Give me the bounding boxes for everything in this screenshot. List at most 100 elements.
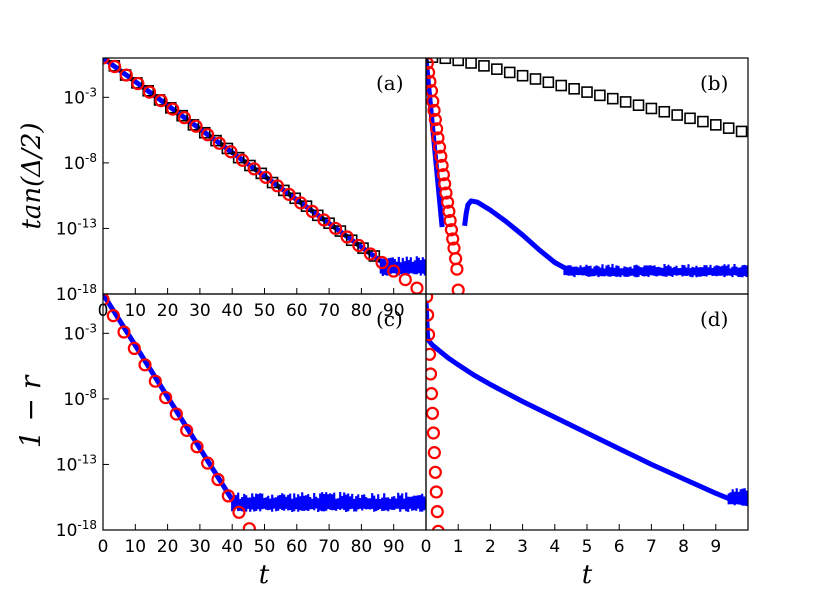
x-tick-label-c-3: 30 — [189, 537, 211, 557]
y-tick-label-c-3: 10-18 — [56, 518, 97, 541]
theory-circle-c-13 — [232, 505, 246, 519]
theory-circle-b-17 — [443, 213, 457, 228]
theory-circle-b-10 — [434, 149, 448, 163]
theory-circle-c-6 — [159, 390, 173, 405]
theory-square-b-14 — [606, 92, 619, 105]
y-tick-label-c-1: 10-8 — [63, 387, 97, 410]
theory-circle-a-17 — [294, 196, 308, 210]
y-tick-label-a-1: 10-8 — [63, 151, 97, 174]
x-tick-label-d-0: 0 — [421, 537, 432, 557]
x-tick-label-a-0: 0 — [98, 301, 109, 321]
x-tick-label-c-2: 20 — [157, 537, 179, 557]
theory-circle-d-0 — [426, 294, 434, 304]
theory-circle-c-0 — [103, 294, 110, 306]
x-tick-label-a-6: 60 — [286, 301, 308, 321]
theory-circle-b-9 — [432, 140, 447, 154]
panel-c-label: (c) — [376, 307, 403, 331]
x-tick-label-d-7: 7 — [646, 537, 657, 557]
x-tick-label-c-4: 40 — [221, 537, 243, 557]
x-tick-label-d-1: 1 — [453, 537, 464, 557]
theory-circle-d-12 — [431, 524, 445, 530]
theory-circle-c-2 — [117, 325, 131, 339]
theory-square-b-8 — [529, 73, 542, 85]
x-axis-label-right: t — [582, 560, 593, 590]
panel-a-data — [103, 58, 426, 294]
theory-circle-b-16 — [442, 204, 456, 218]
theory-circle-d-10 — [429, 485, 443, 499]
theory-square-b-19 — [671, 109, 683, 121]
panel-c-data — [103, 294, 426, 530]
x-tick-label-d-6: 6 — [614, 537, 625, 557]
theory-circle-a-8 — [189, 119, 203, 133]
x-tick-label-d-2: 2 — [485, 537, 496, 557]
y-tick-label-a-3: 10-18 — [56, 282, 97, 305]
theory-circle-b-18 — [444, 223, 459, 237]
numeric-line-c-0 — [103, 294, 235, 502]
theory-circle-c-10 — [201, 456, 215, 470]
theory-square-b-24 — [735, 125, 748, 138]
theory-square-b-16 — [632, 99, 645, 111]
theory-circle-b-8 — [431, 131, 445, 145]
theory-circle-b-19 — [446, 232, 460, 246]
x-tick-label-a-1: 10 — [124, 301, 146, 321]
panel-a-label: (a) — [376, 71, 404, 95]
theory-circle-b-6 — [428, 113, 442, 127]
theory-circle-b-21 — [449, 252, 463, 266]
theory-square-a-5 — [165, 102, 177, 114]
theory-circle-d-7 — [426, 426, 441, 440]
theory-circle-b-22 — [450, 262, 464, 276]
theory-circle-d-11 — [430, 505, 444, 519]
theory-circle-c-11 — [211, 472, 225, 487]
x-tick-label-c-7: 70 — [318, 537, 340, 557]
theory-square-b-17 — [645, 102, 658, 115]
theory-square-b-22 — [709, 119, 722, 131]
x-tick-label-c-5: 50 — [254, 537, 276, 557]
theory-circle-c-5 — [148, 374, 162, 388]
theory-circle-b-4 — [426, 94, 440, 108]
theory-circle-d-5 — [426, 387, 439, 401]
theory-circle-d-8 — [427, 446, 441, 460]
x-tick-label-d-3: 3 — [517, 537, 528, 557]
x-tick-label-a-8: 80 — [351, 301, 373, 321]
axes-frames — [102, 57, 749, 531]
x-tick-label-d-5: 5 — [582, 537, 593, 557]
panel-b-label: (b) — [700, 71, 728, 95]
theory-circle-a-19 — [317, 213, 331, 227]
theory-circle-b-11 — [435, 158, 449, 173]
numeric-line-b-1 — [462, 198, 566, 270]
theory-circle-a-27 — [410, 281, 424, 294]
theory-square-b-9 — [542, 76, 555, 89]
theory-circle-a-5 — [154, 94, 168, 108]
x-tick-label-d-4: 4 — [549, 537, 560, 557]
theory-circle-a-23 — [363, 247, 378, 261]
theory-circle-b-12 — [436, 168, 450, 182]
x-tick-label-c-1: 10 — [124, 537, 146, 557]
theory-circle-b-2 — [426, 75, 437, 89]
theory-circle-a-9 — [201, 128, 215, 142]
theory-circle-a-18 — [305, 204, 319, 218]
theory-circle-a-11 — [224, 145, 238, 159]
theory-circle-a-3 — [131, 76, 145, 91]
theory-circle-a-2 — [119, 68, 133, 82]
y-tick-label-c-2: 10-13 — [56, 452, 97, 475]
theory-circle-a-24 — [375, 255, 389, 270]
theory-circle-a-7 — [177, 111, 191, 125]
theory-square-b-5 — [491, 63, 503, 75]
theory-circle-d-3 — [426, 347, 437, 361]
theory-square-b-4 — [478, 60, 490, 72]
theory-circle-c-1 — [106, 309, 120, 323]
theory-circle-c-4 — [138, 358, 152, 372]
theory-square-b-13 — [594, 89, 606, 102]
theory-square-b-7 — [516, 69, 529, 82]
theory-circle-a-15 — [270, 179, 285, 193]
theory-circle-b-7 — [430, 122, 444, 136]
x-tick-label-a-9: 90 — [383, 301, 405, 321]
theory-square-b-15 — [619, 96, 632, 108]
theory-circle-d-9 — [428, 465, 442, 479]
noise-spikes-b — [563, 263, 748, 278]
theory-square-b-12 — [581, 86, 593, 98]
y-tick-label-a-2: 10-13 — [56, 216, 97, 239]
x-tick-label-a-4: 40 — [221, 301, 243, 321]
theory-square-a-8 — [198, 126, 211, 139]
